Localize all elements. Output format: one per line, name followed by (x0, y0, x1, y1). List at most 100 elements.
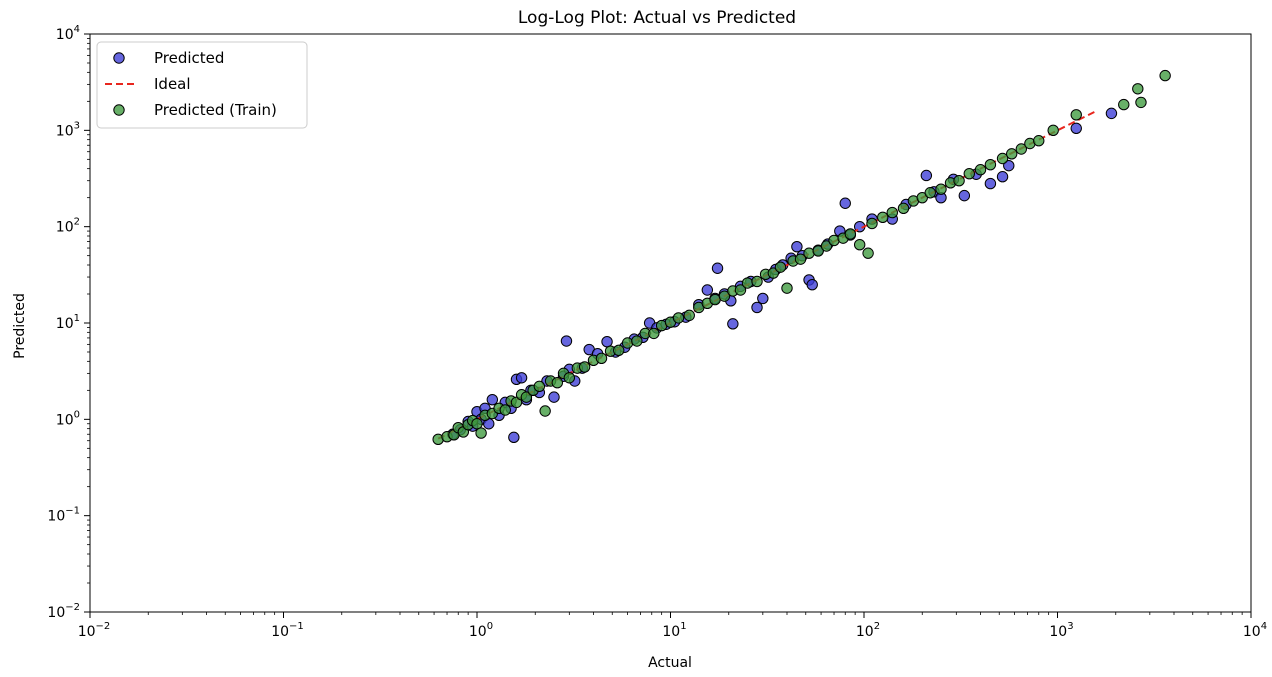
tick-exponent: −2 (96, 621, 111, 632)
y-tick-label: 102 (56, 217, 80, 236)
plot-content (432, 69, 1171, 446)
data-point (963, 167, 975, 180)
legend-entry: Ideal (105, 75, 191, 93)
data-point (958, 189, 971, 202)
data-point (471, 418, 483, 430)
tick-base: 10 (1243, 624, 1261, 640)
data-point (551, 377, 563, 389)
data-point (866, 217, 878, 230)
data-point (862, 247, 874, 259)
data-point (683, 309, 695, 322)
legend-label: Predicted (Train) (154, 101, 277, 119)
legend-box (96, 41, 308, 129)
data-point (839, 197, 851, 209)
tick-base: 10 (56, 412, 74, 428)
data-point (935, 183, 947, 195)
y-tick-label: 101 (56, 313, 80, 332)
data-point (648, 327, 660, 340)
data-point (1070, 109, 1082, 121)
data-point (508, 431, 520, 444)
x-tick-label: 103 (1049, 621, 1073, 640)
tick-base: 10 (78, 624, 96, 640)
tick-base: 10 (1049, 624, 1067, 640)
tick-exponent: −1 (289, 621, 304, 632)
data-point (560, 335, 573, 347)
legend-label: Ideal (154, 75, 191, 93)
data-point (774, 261, 787, 273)
data-point (486, 393, 499, 406)
data-point (475, 427, 487, 439)
data-point (727, 318, 739, 330)
y-tick-label: 100 (56, 409, 80, 428)
tick-base: 10 (469, 624, 487, 640)
plot-area (89, 33, 1252, 613)
data-point (601, 335, 613, 348)
data-point (613, 344, 625, 357)
data-point (741, 277, 754, 289)
tick-base: 10 (56, 123, 74, 139)
x-axis: 10−2 10−1 100 101 102 103 104 (78, 612, 1267, 640)
tick-base: 10 (56, 316, 74, 332)
x-tick-label: 100 (469, 621, 493, 640)
y-tick-label: 10−1 (47, 506, 80, 525)
data-point (621, 337, 634, 349)
data-point (1015, 143, 1027, 155)
data-point (974, 164, 987, 176)
data-point (499, 404, 511, 416)
tick-base: 10 (56, 220, 74, 236)
data-point (1118, 98, 1130, 111)
data-point (820, 240, 833, 252)
tick-base: 10 (856, 624, 874, 640)
x-tick-label: 101 (662, 621, 686, 640)
tick-exponent: 3 (74, 120, 80, 131)
x-tick-label: 10−2 (78, 621, 111, 640)
data-point (1132, 83, 1144, 95)
data-point (757, 292, 769, 305)
tick-base: 10 (56, 27, 74, 43)
data-point (996, 152, 1009, 165)
data-point (701, 284, 714, 296)
data-point (1070, 122, 1082, 134)
data-point (631, 335, 643, 347)
data-point (953, 175, 965, 187)
data-point (711, 262, 724, 274)
tick-base: 10 (47, 509, 65, 525)
x-tick-label: 104 (1243, 621, 1267, 640)
x-axis-label: Actual (648, 655, 692, 671)
y-tick-label: 104 (56, 24, 80, 43)
data-point (791, 240, 803, 253)
legend-marker (113, 52, 125, 64)
data-point (794, 253, 807, 265)
tick-exponent: 3 (1067, 621, 1073, 632)
data-point (844, 228, 857, 240)
data-point (812, 245, 824, 257)
x-tick-label: 102 (856, 621, 880, 640)
data-point (1003, 159, 1015, 172)
data-point (718, 290, 731, 302)
legend-entry: Predicted (Train) (113, 101, 277, 119)
tick-exponent: 1 (680, 621, 686, 632)
tick-exponent: 0 (487, 621, 493, 632)
data-point (1135, 96, 1147, 109)
data-point (1006, 148, 1018, 160)
data-point (1047, 124, 1059, 137)
data-point (709, 293, 721, 306)
y-tick-label: 10−2 (47, 602, 80, 621)
data-point (877, 211, 889, 224)
data-point (515, 372, 528, 384)
legend-marker (113, 104, 125, 116)
legend: Predicted Ideal Predicted (Train) (96, 41, 308, 129)
tick-exponent: −2 (65, 602, 80, 613)
tick-base: 10 (271, 624, 289, 640)
data-point (897, 202, 910, 215)
data-point (924, 187, 936, 199)
data-point (539, 405, 551, 417)
tick-exponent: 4 (74, 24, 80, 35)
data-point (853, 238, 866, 251)
data-point (578, 361, 591, 373)
data-point (595, 352, 608, 365)
legend-entry: Predicted (113, 49, 224, 67)
data-point (563, 372, 576, 384)
